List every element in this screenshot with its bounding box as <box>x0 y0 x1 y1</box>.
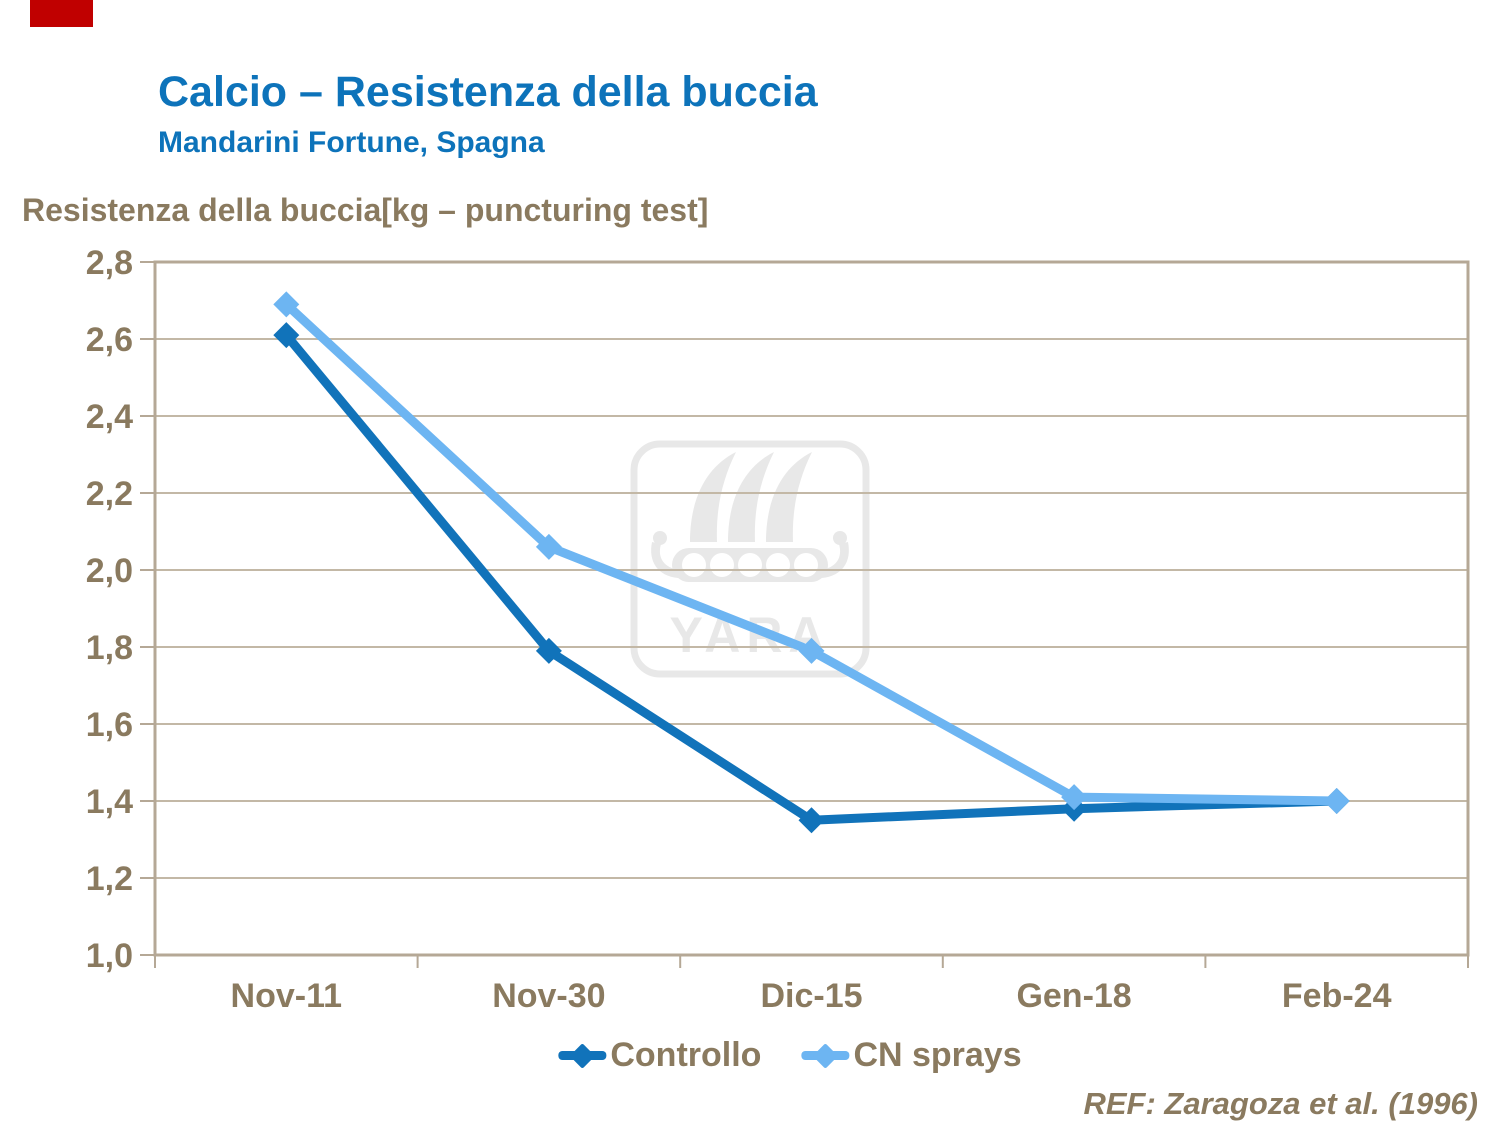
data-point-controllo-Nov-30 <box>535 637 562 664</box>
data-point-cn-sprays-Nov-30 <box>535 533 562 560</box>
plot-border <box>153 260 1470 957</box>
y-tick-label: 1,2 <box>86 860 133 898</box>
y-tick-label: 1,4 <box>86 783 133 821</box>
x-category-label: Nov-11 <box>231 977 343 1015</box>
data-point-cn-sprays-Dic-15 <box>798 637 825 664</box>
y-tick-label: 1,0 <box>86 937 133 975</box>
y-tick-label: 2,6 <box>86 321 133 359</box>
reference-citation: REF: Zaragoza et al. (1996) <box>1083 1086 1478 1121</box>
legend-item-controllo: Controllo <box>558 1036 761 1075</box>
cn-sprays-diamond-icon <box>812 1042 839 1069</box>
cn-sprays-series-marker-icon <box>801 1042 850 1069</box>
data-point-cn-sprays-Feb-24 <box>1323 788 1350 814</box>
x-category-label: Gen-18 <box>1016 977 1131 1015</box>
legend-item-cn-sprays: CN sprays <box>801 1036 1022 1075</box>
x-category-label: Dic-15 <box>760 977 862 1015</box>
data-point-controllo-Nov-11 <box>273 322 300 349</box>
series-line-controllo <box>281 330 1342 825</box>
chart-legend: Controllo CN sprays <box>558 1036 1022 1075</box>
legend-label-cn-sprays: CN sprays <box>853 1036 1022 1074</box>
y-tick-label: 2,4 <box>86 398 133 436</box>
line-chart: 1,0 1,2 1,4 1,6 1,8 2,0 2,2 2,4 2,6 2,8 Nov-11 Nov-… <box>0 240 1500 1030</box>
page-title: Calcio – Resistenza della buccia <box>158 68 818 116</box>
y-tick-label: 2,2 <box>86 475 133 513</box>
data-point-controllo-Dic-15 <box>798 807 825 834</box>
x-category-label: Nov-30 <box>492 977 605 1015</box>
slide-corner-marker <box>30 0 93 27</box>
legend-label-controllo: Controllo <box>610 1036 762 1074</box>
y-tick-label: 1,6 <box>86 706 133 744</box>
page-subtitle: Mandarini Fortune, Spagna <box>158 126 545 159</box>
controllo-diamond-icon <box>569 1042 596 1069</box>
y-tick-label: 1,8 <box>86 629 133 667</box>
series-line-cn-sprays <box>281 299 1342 806</box>
data-point-cn-sprays-Nov-11 <box>273 291 300 318</box>
y-axis-title: Resistenza della buccia[kg – puncturing … <box>22 192 709 228</box>
x-category-label: Feb-24 <box>1282 977 1392 1015</box>
y-tick-label: 2,8 <box>86 244 133 282</box>
controllo-series-marker-icon <box>558 1042 607 1069</box>
data-point-cn-sprays-Gen-18 <box>1061 784 1088 811</box>
y-tick-label: 2,0 <box>86 552 133 590</box>
